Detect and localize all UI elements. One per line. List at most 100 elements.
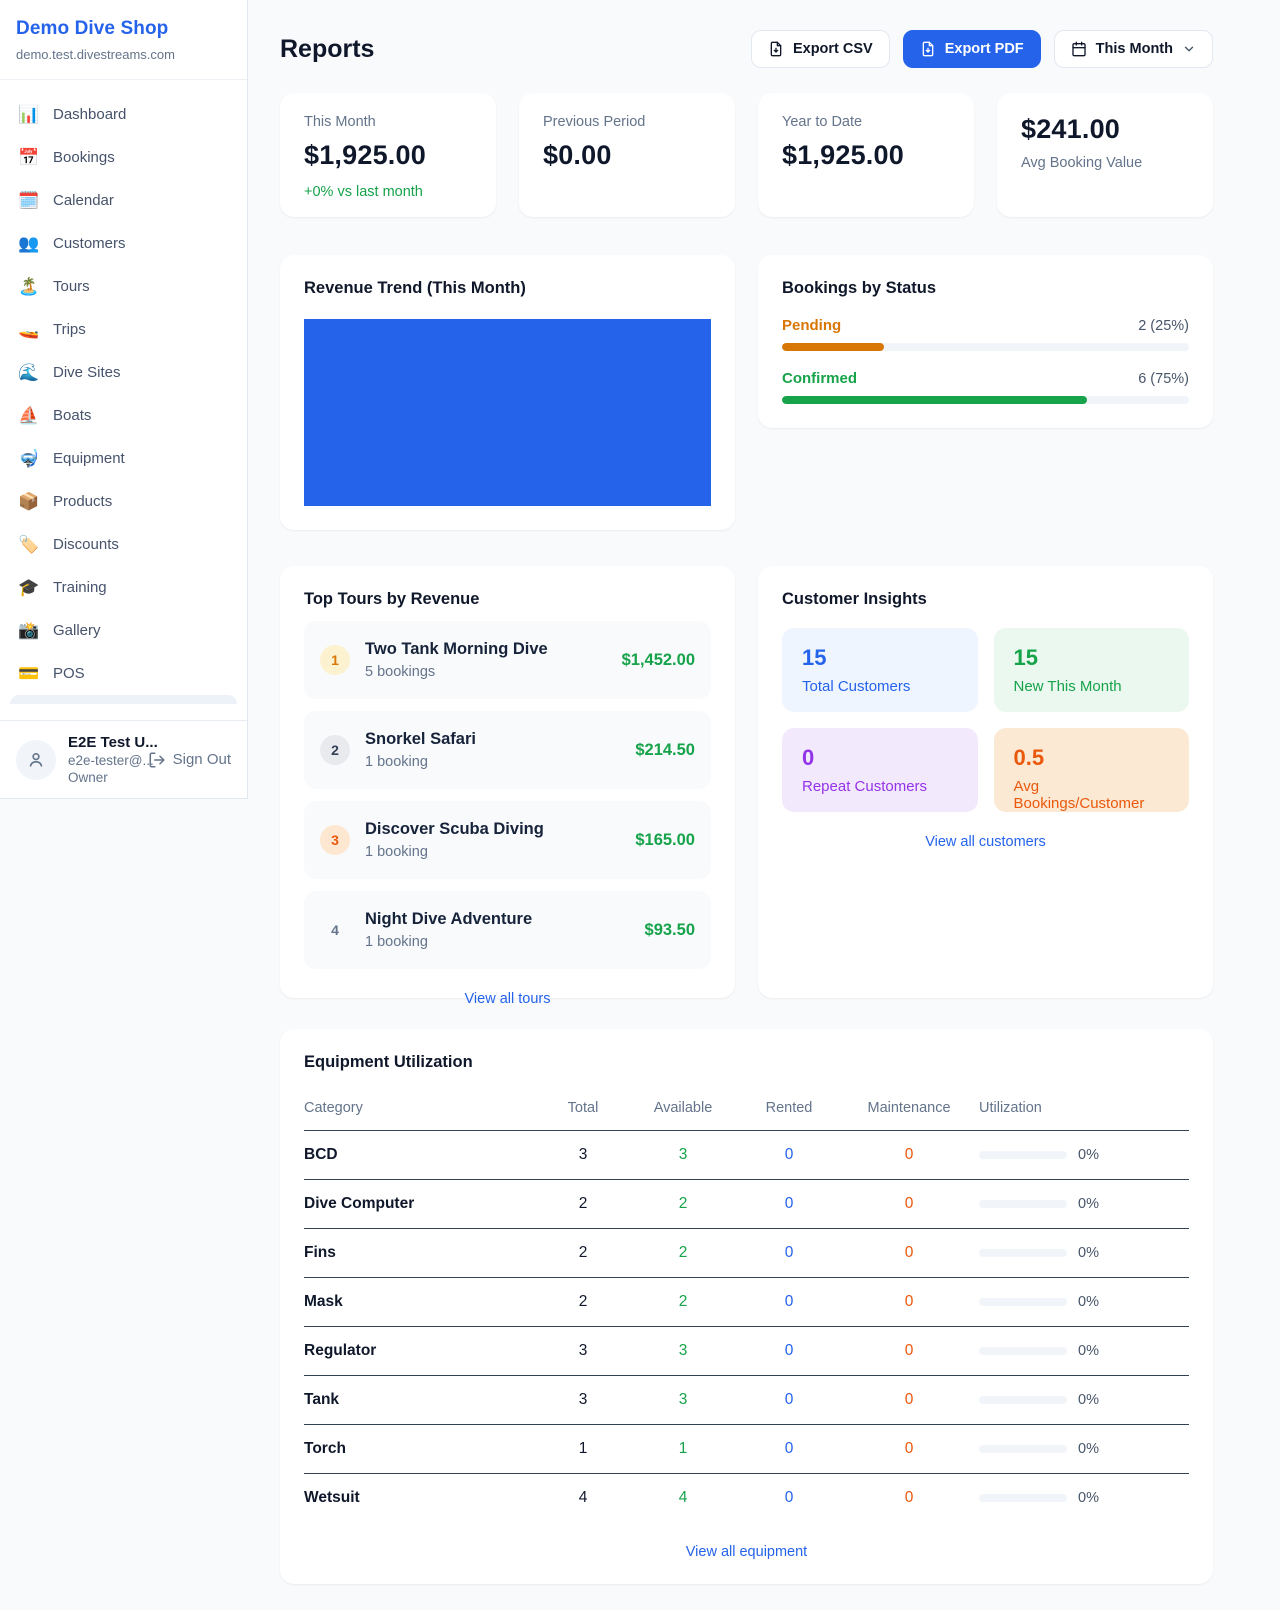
progress-track xyxy=(782,396,1189,404)
sidebar-item-calendar[interactable]: 🗓️ Calendar xyxy=(8,179,239,222)
sidebar-item-dive-sites[interactable]: 🌊 Dive Sites xyxy=(8,351,239,394)
insights-row: Top Tours by Revenue 1 Two Tank Morning … xyxy=(280,566,1213,1007)
sidebar-item-label: Tours xyxy=(53,278,90,295)
tile-new-this-month: 15 New This Month xyxy=(993,628,1189,712)
sidebar-item-trips[interactable]: 🚤 Trips xyxy=(8,308,239,351)
utilization-bar xyxy=(979,1151,1067,1159)
view-all-tours-link[interactable]: View all tours xyxy=(464,991,551,1007)
people-icon: 👥 xyxy=(18,233,40,253)
revenue-trend-chart xyxy=(304,319,711,506)
export-csv-button[interactable]: Export CSV xyxy=(750,30,890,68)
sidebar-item-tours[interactable]: 🏝️ Tours xyxy=(8,265,239,308)
rank-badge: 4 xyxy=(331,922,339,938)
sidebar-item-discounts[interactable]: 🏷️ Discounts xyxy=(8,523,239,566)
tile-value: 0 xyxy=(802,745,815,770)
cell-category: Fins xyxy=(304,1228,539,1278)
col-total: Total xyxy=(539,1090,627,1131)
rank-badge: 3 xyxy=(320,825,350,855)
utilization-percent: 0% xyxy=(1078,1490,1099,1506)
utilization-cell: 0% xyxy=(979,1441,1189,1457)
progress-fill xyxy=(782,396,1088,404)
status-row-confirmed: Confirmed 6 (75%) xyxy=(782,370,1189,404)
cell-maintenance: 0 xyxy=(839,1277,979,1327)
tile-avg-bookings-customer: 0.5 Avg Bookings/Customer xyxy=(993,728,1189,812)
equipment-utilization-title: Equipment Utilization xyxy=(304,1053,473,1071)
tile-value: 15 xyxy=(1013,645,1038,670)
export-csv-label: Export CSV xyxy=(792,41,873,57)
main-content: Reports Export CSV Export PDF xyxy=(248,0,1280,1584)
col-available: Available xyxy=(627,1090,739,1131)
tour-bookings: 1 booking xyxy=(365,754,428,770)
sidebar-item-pos[interactable]: 💳 POS xyxy=(8,652,239,695)
view-all-equipment-link[interactable]: View all equipment xyxy=(685,1544,808,1560)
utilization-percent: 0% xyxy=(1078,1294,1099,1310)
cell-rented: 0 xyxy=(739,1130,839,1180)
sidebar-item-products[interactable]: 📦 Products xyxy=(8,480,239,523)
sidebar-item-bookings[interactable]: 📅 Bookings xyxy=(8,136,239,179)
utilization-percent: 0% xyxy=(1078,1196,1099,1212)
customer-insights-card: Customer Insights 15 Total Customers 15 … xyxy=(758,566,1213,998)
charts-row: Revenue Trend (This Month) Bookings by S… xyxy=(280,255,1213,530)
tile-value: 15 xyxy=(802,645,827,670)
status-count: 2 (25%) xyxy=(1138,318,1189,334)
col-maintenance: Maintenance xyxy=(839,1090,979,1131)
table-row: Wetsuit 4 4 0 0 0% xyxy=(304,1474,1189,1523)
tour-name: Snorkel Safari xyxy=(365,730,476,748)
tour-row: 3 Discover Scuba Diving 1 booking $165.0… xyxy=(304,801,711,879)
stat-value: $1,925.00 xyxy=(782,140,904,170)
sidebar-item-reports-partial[interactable] xyxy=(10,695,237,704)
tour-amount: $93.50 xyxy=(644,920,695,939)
user-role: Owner xyxy=(68,770,108,785)
sidebar-item-customers[interactable]: 👥 Customers xyxy=(8,222,239,265)
export-pdf-button[interactable]: Export PDF xyxy=(902,30,1041,68)
tour-name: Two Tank Morning Dive xyxy=(365,640,548,658)
rank-badge: 1 xyxy=(320,645,350,675)
cell-rented: 0 xyxy=(739,1375,839,1425)
period-dropdown[interactable]: This Month xyxy=(1053,30,1213,68)
cell-maintenance: 0 xyxy=(904,1489,914,1506)
sidebar-item-label: Discounts xyxy=(53,536,119,553)
stat-label: Year to Date xyxy=(782,114,863,130)
col-utilization: Utilization xyxy=(979,1090,1189,1131)
cell-category: BCD xyxy=(304,1130,539,1180)
col-rented: Rented xyxy=(739,1090,839,1131)
sidebar-item-label: Customers xyxy=(53,235,126,252)
cell-available: 3 xyxy=(627,1130,739,1180)
tile-repeat-customers: 0 Repeat Customers xyxy=(782,728,978,812)
cell-category: Torch xyxy=(304,1424,539,1474)
sidebar-item-dashboard[interactable]: 📊 Dashboard xyxy=(8,93,239,136)
table-row: Dive Computer 2 2 0 0 0% xyxy=(304,1179,1189,1229)
table-row: Torch 1 1 0 0 0% xyxy=(304,1424,1189,1474)
cell-category: Dive Computer xyxy=(304,1179,539,1229)
sidebar: Demo Dive Shop demo.test.divestreams.com… xyxy=(0,0,248,799)
sidebar-item-boats[interactable]: ⛵ Boats xyxy=(8,394,239,437)
stat-value: $1,925.00 xyxy=(304,140,426,170)
utilization-percent: 0% xyxy=(1078,1245,1099,1261)
sidebar-item-training[interactable]: 🎓 Training xyxy=(8,566,239,609)
sidebar-item-label: Training xyxy=(53,579,107,596)
bookings-by-status-title: Bookings by Status xyxy=(782,279,937,297)
cell-rented: 0 xyxy=(739,1277,839,1327)
cell-available: 4 xyxy=(678,1489,688,1506)
sidebar-item-label: Dive Sites xyxy=(53,364,121,381)
stat-card-previous-period: Previous Period $0.00 xyxy=(519,93,735,217)
cell-maintenance: 0 xyxy=(839,1228,979,1278)
tour-bookings: 1 booking xyxy=(365,934,428,950)
cell-available: 2 xyxy=(627,1277,739,1327)
stat-value: $0.00 xyxy=(543,140,612,170)
sidebar-item-label: Equipment xyxy=(53,450,125,467)
utilization-bar xyxy=(979,1347,1067,1355)
stat-card-this-month: This Month $1,925.00 +0% vs last month xyxy=(280,93,496,217)
utilization-cell: 0% xyxy=(979,1392,1189,1408)
sign-out-button[interactable]: Sign Out xyxy=(148,751,231,769)
stat-label: This Month xyxy=(304,114,376,130)
tour-bookings: 1 booking xyxy=(365,844,428,860)
bookings-by-status-card: Bookings by Status Pending 2 (25%) Confi… xyxy=(758,255,1213,428)
user-name: E2E Test U... xyxy=(68,734,158,751)
utilization-percent: 0% xyxy=(1078,1147,1099,1163)
sidebar-item-gallery[interactable]: 📸 Gallery xyxy=(8,609,239,652)
tile-label: Avg Bookings/Customer xyxy=(1013,778,1145,812)
cell-total: 3 xyxy=(539,1326,627,1376)
view-all-customers-link[interactable]: View all customers xyxy=(925,834,1046,850)
sidebar-item-equipment[interactable]: 🤿 Equipment xyxy=(8,437,239,480)
